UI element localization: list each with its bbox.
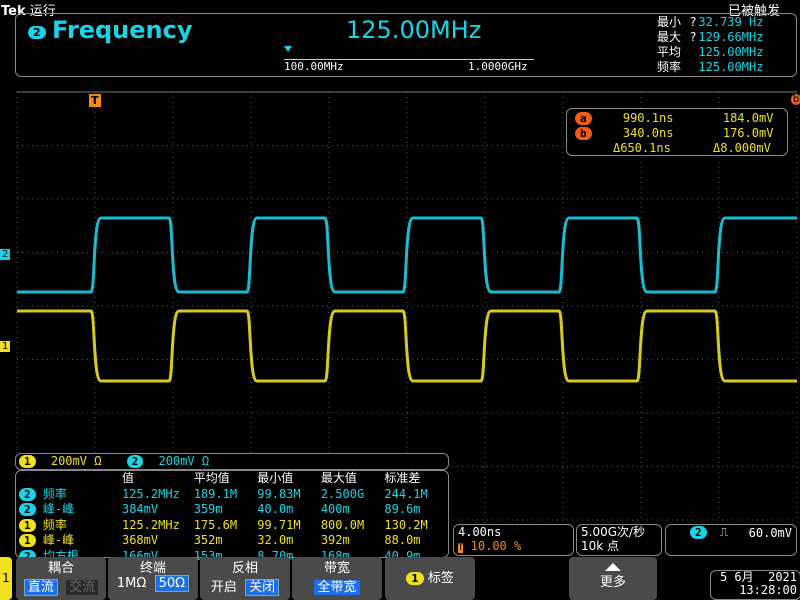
rising-edge-icon: ⎍ (719, 525, 729, 539)
ch2-scale: 200mV Ω (158, 454, 210, 468)
ch1-waveform (17, 309, 797, 383)
trigger-position-marker[interactable]: T (89, 94, 101, 107)
termination-button[interactable]: 终端 1MΩ 50Ω (108, 557, 198, 600)
channel-menu-tab[interactable]: 1 (0, 557, 12, 600)
label-button[interactable]: 1 标签 (385, 557, 475, 600)
invert-button[interactable]: 反相 开启 关闭 (200, 557, 290, 600)
frequency-scale (284, 59, 534, 60)
measurement-table[interactable]: 值平均值 最小值 最大值 标准差 2 频率 125.2MHz 189.1M 99.83M 2.5… (15, 470, 449, 563)
channel-badge: 2 (28, 26, 46, 39)
cursor-b-marker[interactable]: b (791, 94, 800, 105)
frequency-stats: 最小? 32.739 Hz 最大? 129.66MHz 平均 125.00MHz 频率… (657, 15, 764, 74)
measurement-value: 125.00MHz (346, 16, 482, 44)
coupling-button[interactable]: 耦合 直流 交流 (16, 557, 106, 600)
ch2-offset-marker[interactable]: 2 (0, 249, 11, 260)
ch1-scale: 200mV Ω (50, 454, 102, 468)
bandwidth-button[interactable]: 带宽 全带宽 (292, 557, 382, 600)
measurement-row[interactable]: 2 峰-峰 384mV 359m 40.0m 400m 89.6m (19, 502, 448, 518)
measurement-title: Frequency (52, 16, 193, 44)
scale-max: 1.0000GHz (468, 60, 528, 73)
cursor-b-icon: b (575, 127, 592, 140)
acquisition-readout[interactable]: 5.00G次/秒 10k 点 (576, 524, 662, 556)
chevron-up-icon (605, 563, 621, 571)
scale-min: 100.00MHz (284, 60, 344, 73)
ch2-waveform (17, 216, 797, 294)
datetime[interactable]: 5 6月 2021 13:28:00 (710, 570, 800, 600)
run-state[interactable]: 运行 (29, 4, 56, 19)
horizontal-readout[interactable]: 4.00ns T 10.00 % (453, 524, 574, 556)
ch1-offset-marker[interactable]: 1 (0, 341, 11, 352)
marker-icon (284, 46, 292, 56)
cursor-readout[interactable]: a 990.1ns 184.0mV b 340.0ns 176.0mV Δ650.1… (566, 108, 788, 156)
measurement-row[interactable]: 1 频率 125.2MHz 175.6M 99.71M 800.0M 130.2M (19, 518, 448, 534)
channel-scale-bar[interactable]: 1 200mV Ω 2 200mV Ω (15, 453, 449, 470)
trigger-state: 已被触发 (727, 4, 780, 19)
measurement-row[interactable]: 1 峰-峰 368mV 352m 32.0m 392m 88.0m (19, 533, 448, 549)
frequency-panel[interactable]: 2 Frequency 125.00MHz 100.00MHz 1.0000GH… (15, 13, 797, 77)
cursor-a-icon: a (575, 112, 592, 125)
measurement-row[interactable]: 2 频率 125.2MHz 189.1M 99.83M 2.500G 244.1M (19, 487, 448, 503)
measurement-header: 值平均值 最小值 最大值 标准差 (121, 471, 421, 485)
more-button[interactable]: 更多 (569, 557, 657, 600)
trigger-readout[interactable]: 2 ⎍ 60.0mV (665, 524, 797, 556)
